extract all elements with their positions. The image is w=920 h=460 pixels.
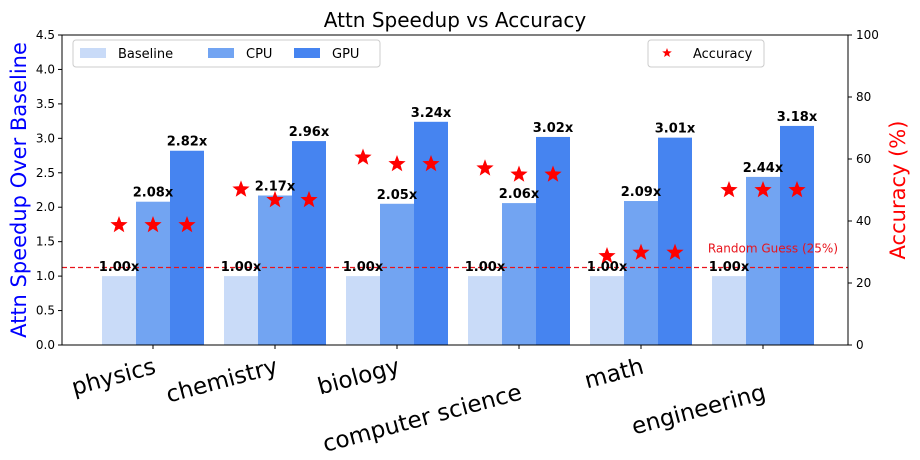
y-tick-label: 3.5 (36, 97, 55, 111)
bar-value-label: 1.00x (99, 260, 140, 275)
accuracy-star (232, 180, 250, 197)
y-right-tick-label: 80 (856, 90, 871, 104)
bar-gpu (780, 125, 814, 345)
bar-baseline (102, 276, 136, 345)
bar-value-label: 3.18x (777, 110, 818, 125)
accuracy-star (476, 159, 494, 176)
y-right-tick-label: 40 (856, 214, 871, 228)
accuracy-star (544, 165, 562, 182)
accuracy-star (144, 216, 162, 233)
bar-value-label: 1.00x (221, 260, 262, 275)
bar-value-label: 2.44x (743, 161, 784, 176)
legend-label-gpu: GPU (332, 47, 359, 62)
legend-accuracy-star (662, 48, 672, 57)
y-tick-label: 2.5 (36, 166, 55, 180)
y-axis-label: Attn Speedup Over Baseline (7, 42, 31, 338)
y-tick-label: 1.0 (36, 269, 55, 283)
bar-cpu (502, 203, 536, 345)
legend-swatch-gpu (294, 48, 320, 58)
y-tick-label: 0.0 (36, 338, 55, 352)
bar-cpu (380, 203, 414, 345)
y-right-tick-label: 100 (856, 28, 879, 42)
legend-label-baseline: Baseline (118, 47, 173, 62)
accuracy-star (300, 190, 318, 208)
y-tick-label: 0.5 (36, 304, 55, 318)
bar-value-label: 2.82x (167, 135, 208, 150)
bar-value-label: 1.00x (465, 260, 506, 275)
y-tick-label: 1.5 (36, 235, 55, 249)
bar-value-label: 1.00x (343, 260, 384, 275)
plot-frame (61, 34, 849, 346)
accuracy-star (720, 181, 738, 198)
accuracy-star (632, 243, 650, 260)
y-right-tick-label: 60 (856, 152, 871, 166)
accuracy-star (510, 165, 528, 182)
bar-gpu (170, 150, 204, 345)
legend-swatch-cpu (208, 48, 234, 58)
bar-value-label: 2.06x (499, 187, 540, 202)
bar-cpu (746, 176, 780, 345)
bar-gpu (292, 141, 326, 345)
accuracy-star (422, 155, 440, 172)
bar-value-label: 2.05x (377, 188, 418, 203)
bar-baseline (712, 276, 746, 345)
bar-value-label: 2.09x (621, 185, 662, 200)
y-tick-label: 3.0 (36, 131, 55, 145)
y-tick-label: 4.5 (36, 28, 55, 42)
accuracy-star (754, 181, 772, 198)
bar-value-label: 2.96x (289, 125, 330, 140)
y-right-tick-label: 0 (856, 338, 864, 352)
bar-value-label: 1.00x (709, 260, 750, 275)
reference-line-label: Random Guess (25%) (708, 242, 838, 256)
legend-label-cpu: CPU (246, 47, 272, 62)
bar-baseline (468, 276, 502, 345)
y-tick-label: 2.0 (36, 200, 55, 214)
bar-value-label: 3.24x (411, 106, 452, 121)
bar-value-label: 2.08x (133, 186, 174, 201)
x-tick-label: chemistry (163, 354, 280, 409)
y-axis-right-label: Accuracy (%) (886, 121, 910, 260)
accuracy-star (598, 247, 616, 264)
legend-label-accuracy: Accuracy (693, 47, 753, 62)
bar-baseline (224, 276, 258, 345)
accuracy-star (266, 190, 284, 208)
bar-value-label: 1.00x (587, 260, 628, 275)
x-tick-label: math (582, 354, 647, 395)
bar-baseline (590, 276, 624, 345)
accuracy-star (788, 181, 806, 198)
accuracy-star (666, 243, 684, 260)
bar-cpu (624, 201, 658, 345)
bar-cpu (258, 195, 292, 345)
bar-baseline (346, 276, 380, 345)
bar-value-label: 2.17x (255, 180, 296, 195)
legend-swatch-baseline (80, 48, 106, 58)
accuracy-star (354, 148, 372, 165)
accuracy-star (110, 216, 128, 233)
y-right-tick-label: 20 (856, 276, 871, 290)
legend-accuracy (647, 39, 765, 68)
accuracy-star (388, 155, 406, 172)
y-tick-label: 4.0 (36, 62, 55, 76)
bar-value-label: 3.01x (655, 122, 696, 137)
x-tick-label: physics (69, 354, 159, 401)
x-tick-label: engineering (629, 380, 769, 441)
x-tick-label: biology (315, 354, 403, 401)
bar-value-label: 3.02x (533, 121, 574, 136)
bar-gpu (658, 137, 692, 345)
chart-title: Attn Speedup vs Accuracy (324, 8, 587, 32)
accuracy-star (178, 216, 196, 233)
